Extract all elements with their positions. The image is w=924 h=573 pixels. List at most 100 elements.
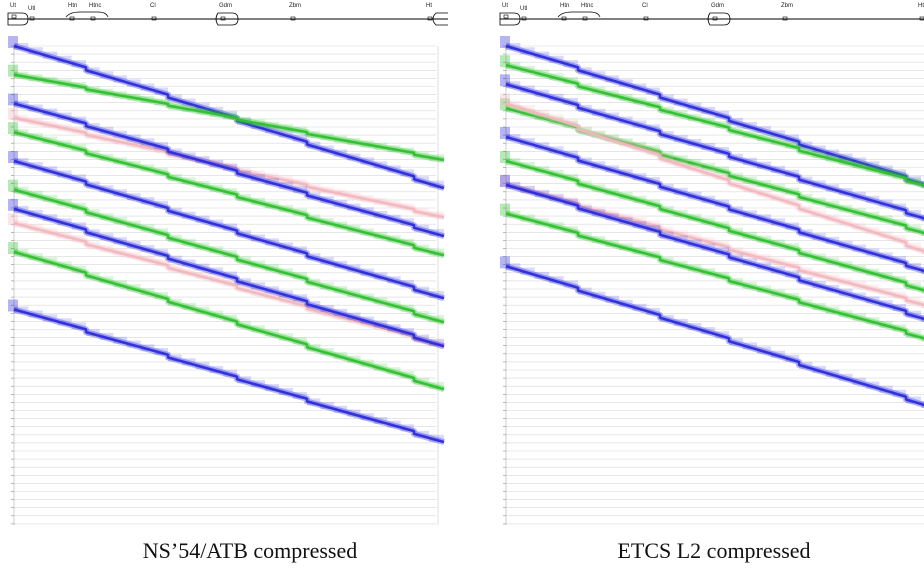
train-path-green	[500, 203, 924, 342]
blocking-box	[771, 130, 785, 138]
blocking-box	[825, 306, 840, 314]
blocking-box	[879, 320, 893, 328]
blocking-box	[799, 147, 813, 155]
blocking-box	[293, 294, 307, 302]
blocking-box	[57, 123, 72, 131]
blocking-box	[605, 134, 619, 142]
blocking-box	[906, 242, 921, 250]
blocking-box	[140, 288, 155, 296]
blocking-box	[632, 120, 647, 128]
train-line	[505, 102, 924, 253]
train-line	[13, 207, 445, 348]
blocking-box	[701, 168, 716, 176]
blocking-box	[293, 391, 307, 399]
blocking-box	[293, 299, 307, 307]
blocking-box	[825, 236, 840, 244]
blocking-box	[265, 292, 279, 300]
blocking-box	[99, 71, 114, 79]
blocking-box	[673, 98, 688, 106]
blocking-box	[14, 249, 29, 256]
blocking-box	[279, 124, 293, 132]
dwell-block	[500, 127, 510, 139]
blocking-box	[687, 102, 702, 110]
blocking-box	[181, 177, 196, 185]
blocking-box	[632, 247, 647, 255]
blocking-box	[687, 264, 702, 272]
train-path-blue	[8, 198, 445, 350]
dwell-block	[8, 122, 18, 135]
blocking-box	[799, 194, 813, 201]
blocking-box	[921, 334, 924, 342]
blocking-box	[687, 159, 702, 166]
blocking-box	[660, 314, 674, 322]
blocking-box	[360, 293, 374, 301]
dwell-block	[8, 93, 18, 106]
blocking-box	[506, 181, 521, 189]
blocking-box	[113, 216, 127, 224]
blocking-box	[757, 189, 771, 197]
blocking-box	[181, 268, 196, 276]
blocking-box	[387, 165, 401, 173]
blocking-box	[373, 320, 388, 328]
blocking-box	[619, 93, 633, 101]
blocking-box	[578, 202, 592, 210]
blocking-box	[113, 130, 127, 138]
blocking-box	[195, 306, 210, 314]
blocking-box	[729, 127, 743, 134]
blocking-box	[715, 247, 729, 255]
blocking-box	[99, 233, 114, 241]
blocking-box	[591, 130, 606, 138]
blocking-box	[195, 102, 210, 110]
signal-marker-zbm	[782, 16, 788, 21]
blocking-box	[86, 329, 100, 337]
blocking-box	[265, 238, 279, 246]
blocking-box	[400, 371, 414, 379]
blocking-box	[113, 137, 127, 145]
blocking-box	[333, 189, 348, 197]
blocking-box	[127, 93, 141, 101]
blocking-box	[605, 112, 619, 120]
blocking-box	[28, 47, 43, 55]
left-panel: Ut Utl Htn Htnc Cl Gdm Zbm Ht NS’54/ATB compres…	[0, 0, 450, 573]
blocking-box	[86, 229, 100, 237]
blocking-box	[86, 67, 100, 75]
blocking-box	[373, 161, 388, 169]
blocking-box	[812, 253, 826, 261]
blocking-box	[168, 207, 182, 215]
blocking-box	[99, 213, 114, 221]
blocking-box	[57, 198, 72, 206]
blocking-box	[578, 205, 592, 213]
blocking-box	[632, 83, 647, 91]
blocking-box	[42, 214, 58, 222]
blocking-box	[812, 281, 826, 288]
blocking-box	[57, 140, 72, 148]
blocking-box	[237, 230, 251, 238]
blocking-box	[307, 141, 321, 149]
blocking-box	[549, 222, 564, 230]
blocking-box	[168, 298, 182, 306]
blocking-box	[347, 225, 361, 232]
blocking-box	[209, 110, 224, 117]
blocking-box	[429, 338, 444, 346]
blocking-box	[387, 276, 401, 284]
blocking-box	[113, 189, 127, 197]
blocking-box	[729, 246, 743, 254]
blocking-box	[293, 337, 307, 345]
blocking-box	[757, 262, 771, 270]
blocking-box	[154, 258, 168, 266]
blocking-box	[429, 434, 444, 442]
blocking-box	[549, 194, 564, 202]
blocking-box	[646, 199, 660, 207]
dwell-block	[500, 93, 510, 106]
blocking-box	[237, 376, 251, 384]
blocking-box	[879, 199, 893, 207]
blocking-box	[251, 170, 265, 178]
blocking-box	[892, 275, 906, 283]
blocking-box	[209, 159, 224, 167]
blocking-box	[223, 279, 237, 287]
blocking-box	[673, 187, 688, 195]
blocking-box	[520, 267, 535, 275]
blocking-box	[757, 346, 771, 354]
blocking-box	[892, 256, 906, 264]
dwell-block	[8, 179, 18, 192]
